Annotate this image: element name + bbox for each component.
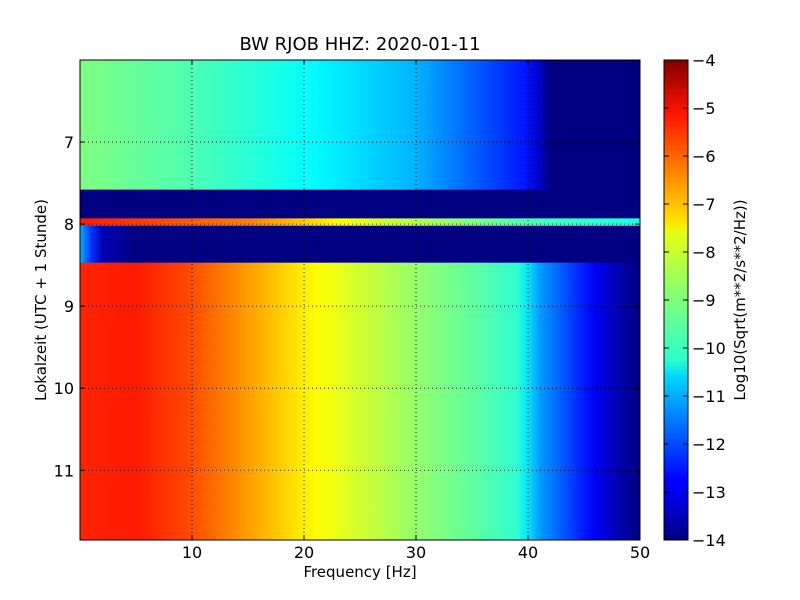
colorbar-axis: −4 −5 −6 −7 −8 −9 −10 −11 −12 −13 −14 xyxy=(664,51,726,550)
x-tick-label: 40 xyxy=(518,543,538,562)
colorbar-tick-label: −14 xyxy=(692,531,726,550)
plot-frame xyxy=(79,59,641,541)
colorbar-label: Log10(Sqrt(m**2/s**2/Hz)) xyxy=(731,199,749,400)
colorbar-tick-label: −4 xyxy=(692,51,716,70)
heatmap-band xyxy=(80,262,640,540)
colorbar-tick-label: −13 xyxy=(692,483,726,502)
heatmap-band xyxy=(80,60,640,191)
x-axis: 10 20 30 40 50 xyxy=(182,60,650,562)
chart-title: BW RJOB HHZ: 2020-01-11 xyxy=(239,34,480,55)
heatmap-band xyxy=(80,189,640,219)
colorbar-tick-label: −11 xyxy=(692,387,726,406)
plot-grid xyxy=(80,60,640,540)
x-tick-label: 50 xyxy=(630,543,650,562)
colorbar-tick-label: −7 xyxy=(692,195,716,214)
colorbar-tick-label: −8 xyxy=(692,243,716,262)
y-axis-label: Lokalzeit (UTC + 1 Stunde) xyxy=(32,199,50,401)
y-tick-label: 7 xyxy=(64,133,74,152)
y-tick-label: 10 xyxy=(54,379,74,398)
colorbar-tick-label: −10 xyxy=(692,339,726,358)
y-tick-label: 9 xyxy=(64,297,74,316)
colorbar-tick-label: −9 xyxy=(692,291,716,310)
colorbar-tick-label: −12 xyxy=(692,435,726,454)
x-tick-label: 30 xyxy=(406,543,426,562)
colorbar-tick-label: −6 xyxy=(692,147,716,166)
y-tick-label: 8 xyxy=(64,215,74,234)
colorbar-tick-label: −5 xyxy=(692,99,716,118)
heatmap-band xyxy=(80,218,640,227)
y-tick-label: 11 xyxy=(54,461,74,480)
x-axis-label: Frequency [Hz] xyxy=(303,563,416,581)
heatmap-band xyxy=(80,225,640,264)
spectrogram-heatmap xyxy=(80,60,640,540)
x-tick-label: 10 xyxy=(182,543,202,562)
y-axis: 7 8 9 10 11 xyxy=(54,133,640,480)
x-tick-label: 20 xyxy=(294,543,314,562)
